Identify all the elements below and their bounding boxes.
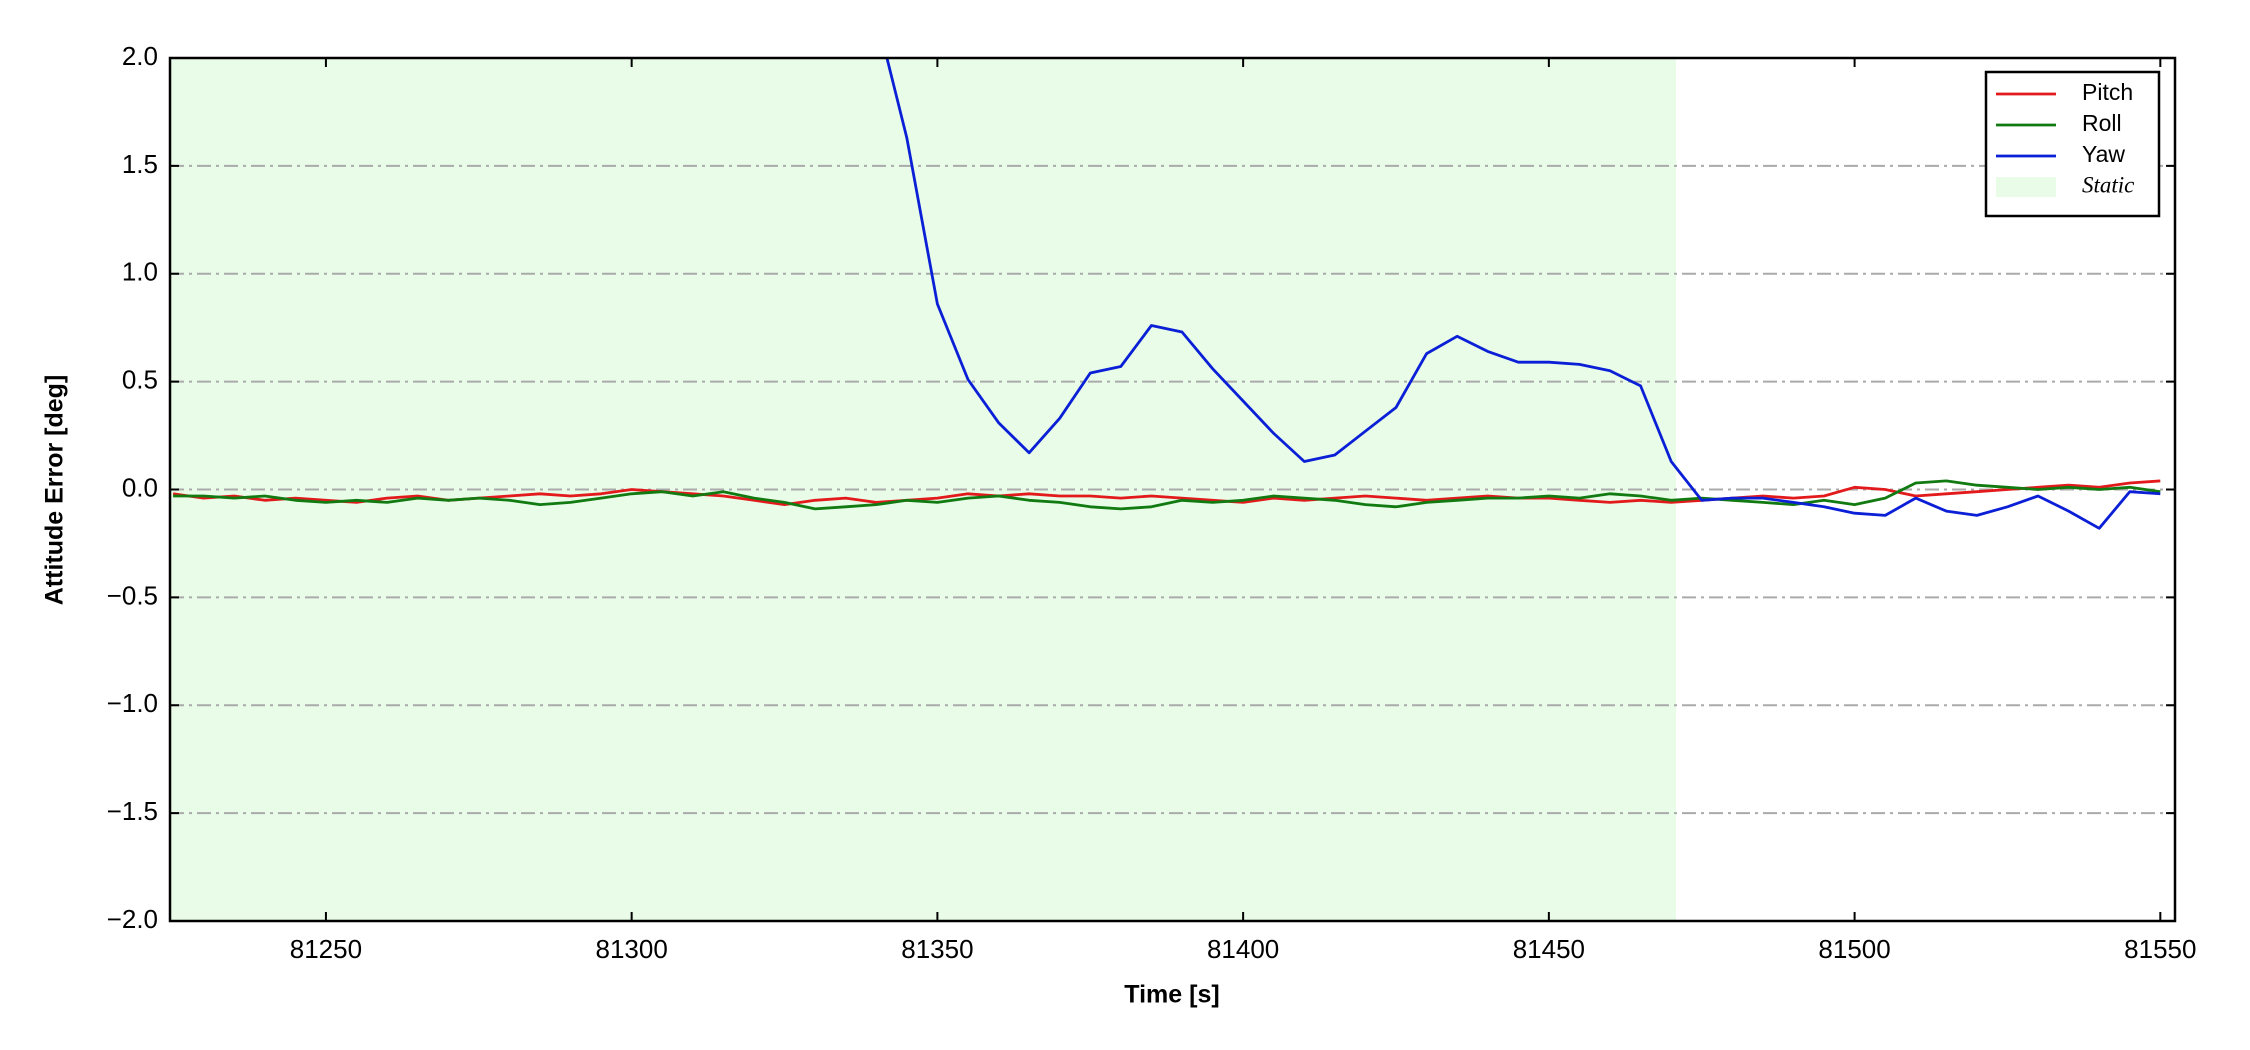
x-tick-label: 81300 [596,934,668,964]
y-tick-label: −1.5 [107,796,158,826]
x-tick-label: 81400 [1207,934,1279,964]
legend-label: Yaw [2082,141,2125,167]
y-axis-label: Attitude Error [deg] [41,375,69,606]
x-axis-label: Time [s] [1124,981,1219,1009]
y-tick-label: 0.5 [122,365,158,395]
legend: Pitch Roll Yaw Static [1984,70,2161,218]
series-line [173,479,2161,511]
series-line [885,58,2161,530]
y-tick-label: −0.5 [107,580,158,610]
legend-label: Static [2082,172,2134,197]
x-tick-label: 81550 [2124,934,2196,964]
x-tick-label: 81350 [901,934,973,964]
y-tick-label: 1.0 [122,257,158,287]
y-tick-label: 2.0 [122,41,158,71]
plot-lines [172,58,2161,530]
y-tick-label: 0.0 [122,472,158,502]
legend-label: Roll [2082,110,2122,136]
y-tick-label: −2.0 [107,904,158,934]
series-line [172,479,2161,506]
legend-swatch [1996,177,2056,197]
y-tick-label: −1.0 [107,688,158,718]
legend-label: Pitch [2082,79,2133,105]
y-tick-label: 1.5 [122,149,158,179]
ticks: −2.0 −1.5 −1.0 −0.5 0.0 0.5 1.0 1.5 2.0 81250 8130… [107,41,2197,964]
x-tick-label: 81500 [1818,934,1890,964]
x-tick-label: 81250 [290,934,362,964]
x-tick-label: 81450 [1513,934,1585,964]
